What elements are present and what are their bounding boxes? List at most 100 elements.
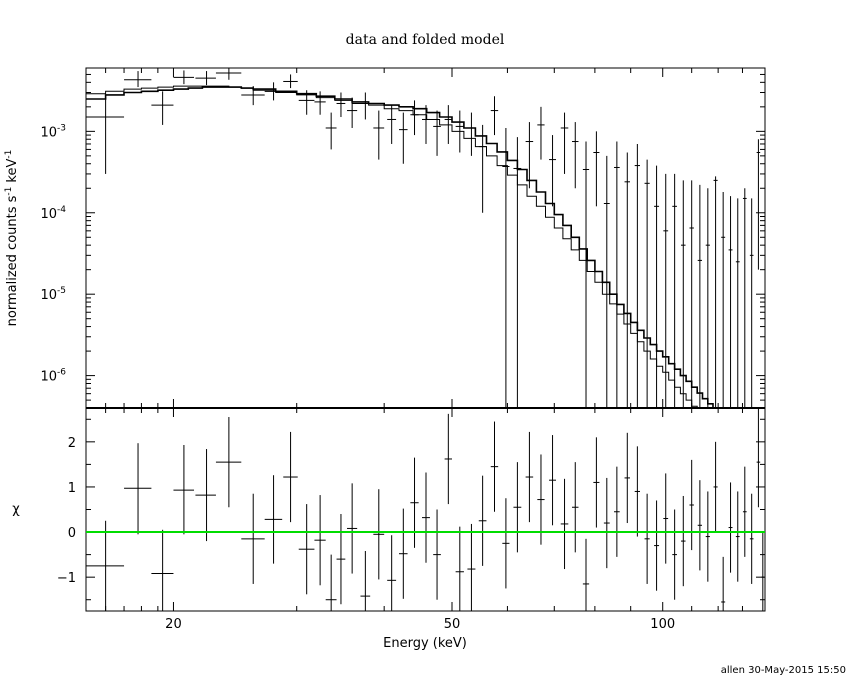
residual-point — [360, 551, 371, 611]
upper-y-tick-exponent: -4 — [57, 205, 66, 215]
x-axis-label: Energy (keV) — [383, 636, 467, 651]
residual-point — [86, 520, 125, 611]
residual-point — [742, 466, 747, 557]
lower-y-tick-label: 1 — [68, 481, 76, 496]
data-point — [336, 92, 346, 118]
upper-y-tick-label: 10-6 — [40, 368, 66, 385]
data-point — [86, 97, 125, 174]
residual-point — [283, 431, 298, 523]
residual-point — [241, 493, 265, 584]
data-point — [582, 141, 590, 408]
residual-point — [336, 514, 346, 605]
upper-y-tick-label: 10-3 — [40, 123, 66, 140]
residual-point — [421, 472, 430, 563]
data-point — [455, 110, 464, 153]
residual-point — [728, 482, 733, 573]
data-point — [721, 191, 726, 408]
data-point — [283, 74, 298, 89]
data-point — [478, 124, 487, 213]
residual-point — [502, 498, 510, 589]
data-point — [672, 173, 677, 408]
residual-point — [373, 489, 385, 580]
residual-point — [410, 457, 419, 548]
upper-y-tick-exponent: -6 — [57, 368, 66, 378]
x-tick-label: 100 — [650, 617, 675, 632]
data-point — [572, 122, 579, 189]
residual-point — [735, 491, 740, 582]
residual-point — [634, 446, 640, 537]
residual-point — [444, 413, 453, 505]
x-tick-label: 20 — [165, 617, 182, 632]
data-point — [624, 152, 631, 408]
residual-point — [689, 459, 694, 551]
lower-panel: 20 50 100 −1 0 1 2 — [57, 407, 766, 632]
residual-point — [654, 500, 660, 591]
residual-point — [298, 504, 315, 595]
data-point — [560, 112, 569, 174]
residual-point — [124, 443, 152, 535]
data-point — [654, 165, 660, 408]
data-point — [373, 110, 385, 160]
residual-point — [525, 431, 534, 523]
residual-point — [387, 535, 397, 611]
lower-y-tick-label: 2 — [68, 436, 76, 451]
data-point — [614, 141, 620, 408]
data-point — [325, 112, 337, 150]
upper-y-tick-mantissa: 10 — [40, 207, 57, 222]
residual-point — [663, 473, 669, 564]
upper-y-tick-label: 10-4 — [40, 205, 66, 222]
data-point — [433, 110, 441, 156]
residual-point — [549, 435, 557, 526]
data-point — [410, 100, 419, 136]
residual-point — [624, 432, 631, 524]
upper-y-tick-mantissa: 10 — [40, 370, 57, 385]
data-point — [735, 198, 740, 408]
data-point — [314, 91, 326, 115]
residual-point — [721, 556, 726, 611]
residual-point — [398, 508, 408, 599]
data-point — [215, 68, 242, 80]
residual-point — [195, 449, 216, 542]
residual-point — [603, 477, 610, 569]
data-point — [264, 82, 283, 101]
residual-point — [467, 523, 476, 611]
upper-y-axis-label: normalized counts s-1keV-1 — [4, 150, 20, 327]
data-point — [195, 71, 216, 86]
data-point — [502, 127, 510, 408]
residual-point — [644, 493, 650, 584]
residual-point — [713, 441, 718, 533]
footer-stamp: allen 30-May-2015 15:50 — [720, 665, 846, 676]
data-point — [549, 135, 557, 207]
data-point — [360, 92, 371, 120]
data-point — [742, 188, 747, 408]
residual-point — [325, 554, 337, 611]
residual-point — [455, 526, 464, 611]
upper-y-tick-exponent: -3 — [57, 123, 66, 133]
data-point — [663, 173, 669, 408]
data-point — [644, 159, 650, 408]
data-point — [603, 155, 610, 408]
upper-y-axis-label-exp-2: -1 — [4, 150, 14, 159]
residual-point — [151, 529, 174, 611]
residual-point — [537, 454, 545, 545]
upper-y-axis-label-main: normalized counts s — [5, 195, 20, 326]
residual-point — [756, 408, 761, 508]
upper-y-axis-label-unit: keV — [5, 159, 20, 183]
data-point — [537, 106, 545, 160]
data-point — [387, 105, 397, 144]
data-point — [705, 188, 710, 408]
upper-y-axis-label-exp-1: -1 — [4, 187, 14, 196]
data-point — [490, 96, 499, 136]
data-point — [241, 86, 265, 106]
upper-y-tick-mantissa: 10 — [40, 125, 57, 140]
model-curve-1 — [86, 86, 765, 409]
data-point — [681, 180, 686, 408]
residual-point — [572, 462, 579, 553]
data-point — [728, 196, 733, 408]
data-point — [151, 91, 174, 125]
data-point — [634, 143, 640, 408]
data-point — [713, 176, 718, 408]
upper-y-tick-exponent: -5 — [57, 286, 66, 296]
residual-point — [560, 478, 569, 570]
residual-point — [433, 509, 441, 600]
